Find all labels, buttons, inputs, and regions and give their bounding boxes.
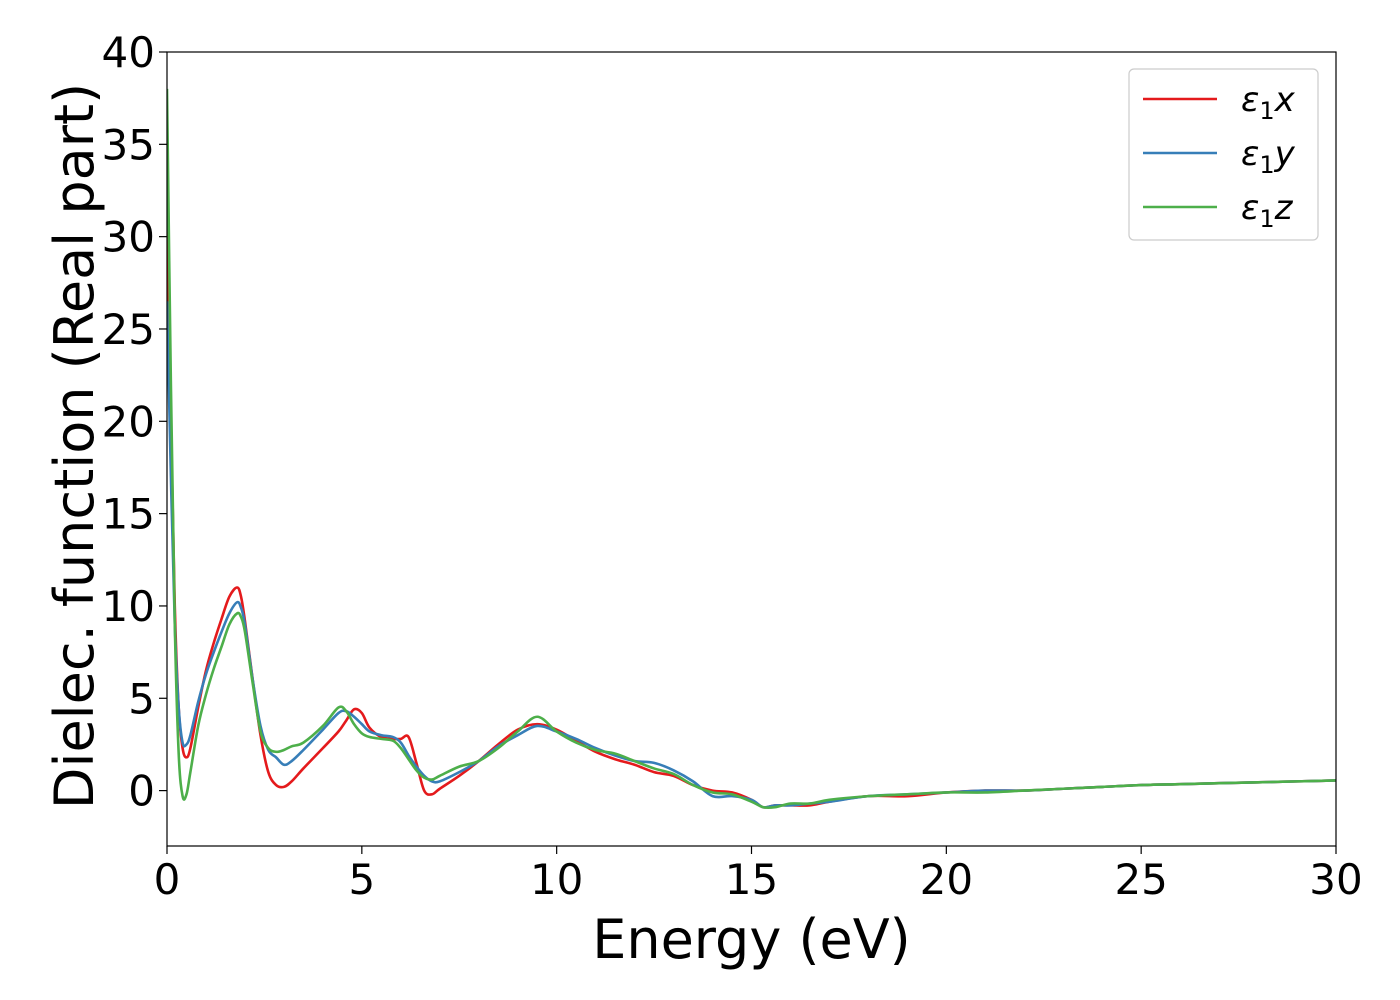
legend-component: z <box>1274 188 1294 228</box>
y-axis: 0 5 10 15 20 25 30 35 40 <box>102 28 167 816</box>
x-tick-label: 15 <box>725 855 778 904</box>
y-tick-label: 40 <box>102 28 155 77</box>
y-tick-label: 15 <box>102 490 155 539</box>
x-tick-label: 20 <box>920 855 973 904</box>
legend-subscript: 1 <box>1259 97 1274 125</box>
y-tick-label: 0 <box>128 767 155 816</box>
y-tick-label: 20 <box>102 397 155 446</box>
legend-box <box>1128 68 1319 241</box>
y-tick-label: 25 <box>102 305 155 354</box>
legend-component: x <box>1274 80 1296 120</box>
legend-symbol: ε <box>1241 188 1259 228</box>
series-line-3 <box>167 88 1336 810</box>
legend-symbol: ε <box>1241 80 1259 120</box>
y-axis-label: Dielec. function (Real part) <box>43 83 106 809</box>
y-tick-label: 5 <box>128 674 155 723</box>
y-tick-label: 35 <box>102 120 155 169</box>
x-axis-label: Energy (eV) <box>592 908 911 971</box>
legend-subscript: 1 <box>1259 151 1274 179</box>
legend-label: ε1y <box>1241 134 1296 179</box>
x-tick-label: 5 <box>348 855 375 904</box>
x-tick-label: 0 <box>154 855 181 904</box>
legend-component: y <box>1274 134 1296 174</box>
legend-symbol: ε <box>1241 134 1259 174</box>
x-tick-label: 25 <box>1114 855 1167 904</box>
legend-label: ε1z <box>1241 188 1294 233</box>
x-tick-label: 10 <box>530 855 583 904</box>
x-axis: 0 5 10 15 20 25 30 <box>154 846 1363 904</box>
series-layer <box>167 88 1336 810</box>
y-tick-label: 30 <box>102 213 155 262</box>
legend-subscript: 1 <box>1259 205 1274 233</box>
x-tick-label: 30 <box>1309 855 1362 904</box>
legend-label: ε1x <box>1241 80 1296 125</box>
y-tick-label: 10 <box>102 582 155 631</box>
